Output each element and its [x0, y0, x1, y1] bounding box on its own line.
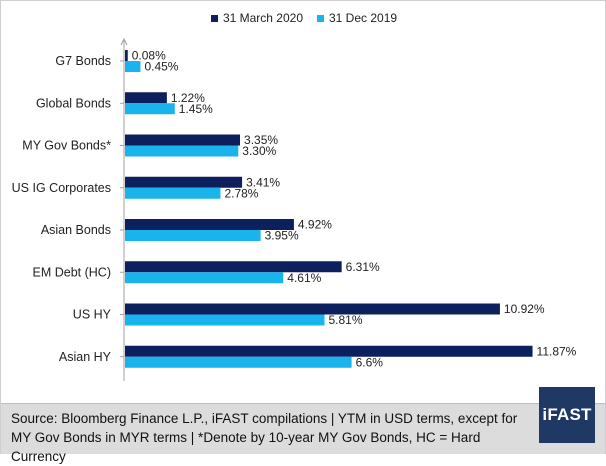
source-note: Source: Bloomberg Finance L.P., iFAST co…	[11, 411, 518, 464]
data-label-series-1: 11.87%	[537, 344, 577, 358]
category-label: EM Debt (HC)	[33, 265, 111, 279]
data-label-series-1: 1.22%	[171, 91, 205, 105]
data-label-series-2: 1.45%	[179, 102, 213, 116]
category-label: Asian HY	[59, 350, 112, 364]
bar-series-2	[125, 61, 141, 72]
data-label-series-2: 6.6%	[356, 355, 384, 369]
ifast-logo-text: iFAST	[542, 405, 592, 424]
legend-item-series-1: 31 March 2020	[210, 11, 303, 25]
legend-label-series-2: 31 Dec 2019	[329, 11, 398, 25]
bar-chart: G7 Bonds 0.08%0.45% Global Bonds 1.22%1.45%…	[12, 37, 577, 381]
category-label: Asian Bonds	[41, 223, 111, 237]
legend-label-series-1: 31 March 2020	[222, 11, 303, 25]
bar-series-2	[125, 103, 175, 115]
bar-series-2	[125, 187, 221, 199]
bar-series-2	[125, 272, 284, 284]
legend-item-series-2: 31 Dec 2019	[317, 11, 397, 25]
category-label: G7 Bonds	[55, 54, 111, 68]
bar-series-2	[125, 314, 325, 326]
ifast-logo: iFAST	[539, 387, 595, 443]
category-label: Global Bonds	[36, 96, 111, 110]
bar-series-1	[125, 92, 167, 104]
bar-series-1	[125, 345, 533, 357]
category-label: US HY	[73, 308, 112, 322]
legend-swatch-series-2	[317, 14, 324, 22]
source-footer: Source: Bloomberg Finance L.P., iFAST co…	[1, 403, 605, 464]
bar-series-2	[125, 230, 261, 241]
y-axis-arrow	[120, 37, 128, 46]
bar-series-1	[125, 261, 342, 273]
bar-series-1	[125, 134, 241, 146]
data-label-series-2: 0.45%	[144, 60, 178, 74]
data-label-series-1: 0.08%	[132, 49, 166, 63]
category-label: MY Gov Bonds*	[22, 139, 111, 153]
bar-series-1	[125, 219, 294, 230]
category-label: US IG Corporates	[12, 181, 111, 195]
bar-series-2	[125, 145, 239, 157]
data-label-series-1: 3.35%	[244, 133, 278, 147]
data-label-series-1: 3.41%	[246, 175, 280, 189]
data-label-series-2: 4.61%	[287, 271, 321, 285]
bar-series-1	[125, 50, 128, 61]
data-label-series-2: 3.30%	[242, 144, 276, 158]
data-label-series-2: 5.81%	[328, 313, 362, 327]
data-label-series-1: 6.31%	[346, 260, 380, 274]
bar-series-1	[125, 176, 243, 188]
data-label-series-1: 4.92%	[298, 218, 332, 232]
chart-legend: 31 March 2020 31 Dec 2019	[1, 9, 606, 27]
bar-series-2	[125, 356, 352, 368]
data-label-series-2: 3.95%	[265, 229, 299, 243]
bar-series-1	[125, 303, 500, 315]
data-label-series-2: 2.78%	[224, 186, 258, 200]
legend-swatch-series-1	[210, 14, 218, 22]
data-label-series-1: 10.92%	[504, 302, 545, 316]
